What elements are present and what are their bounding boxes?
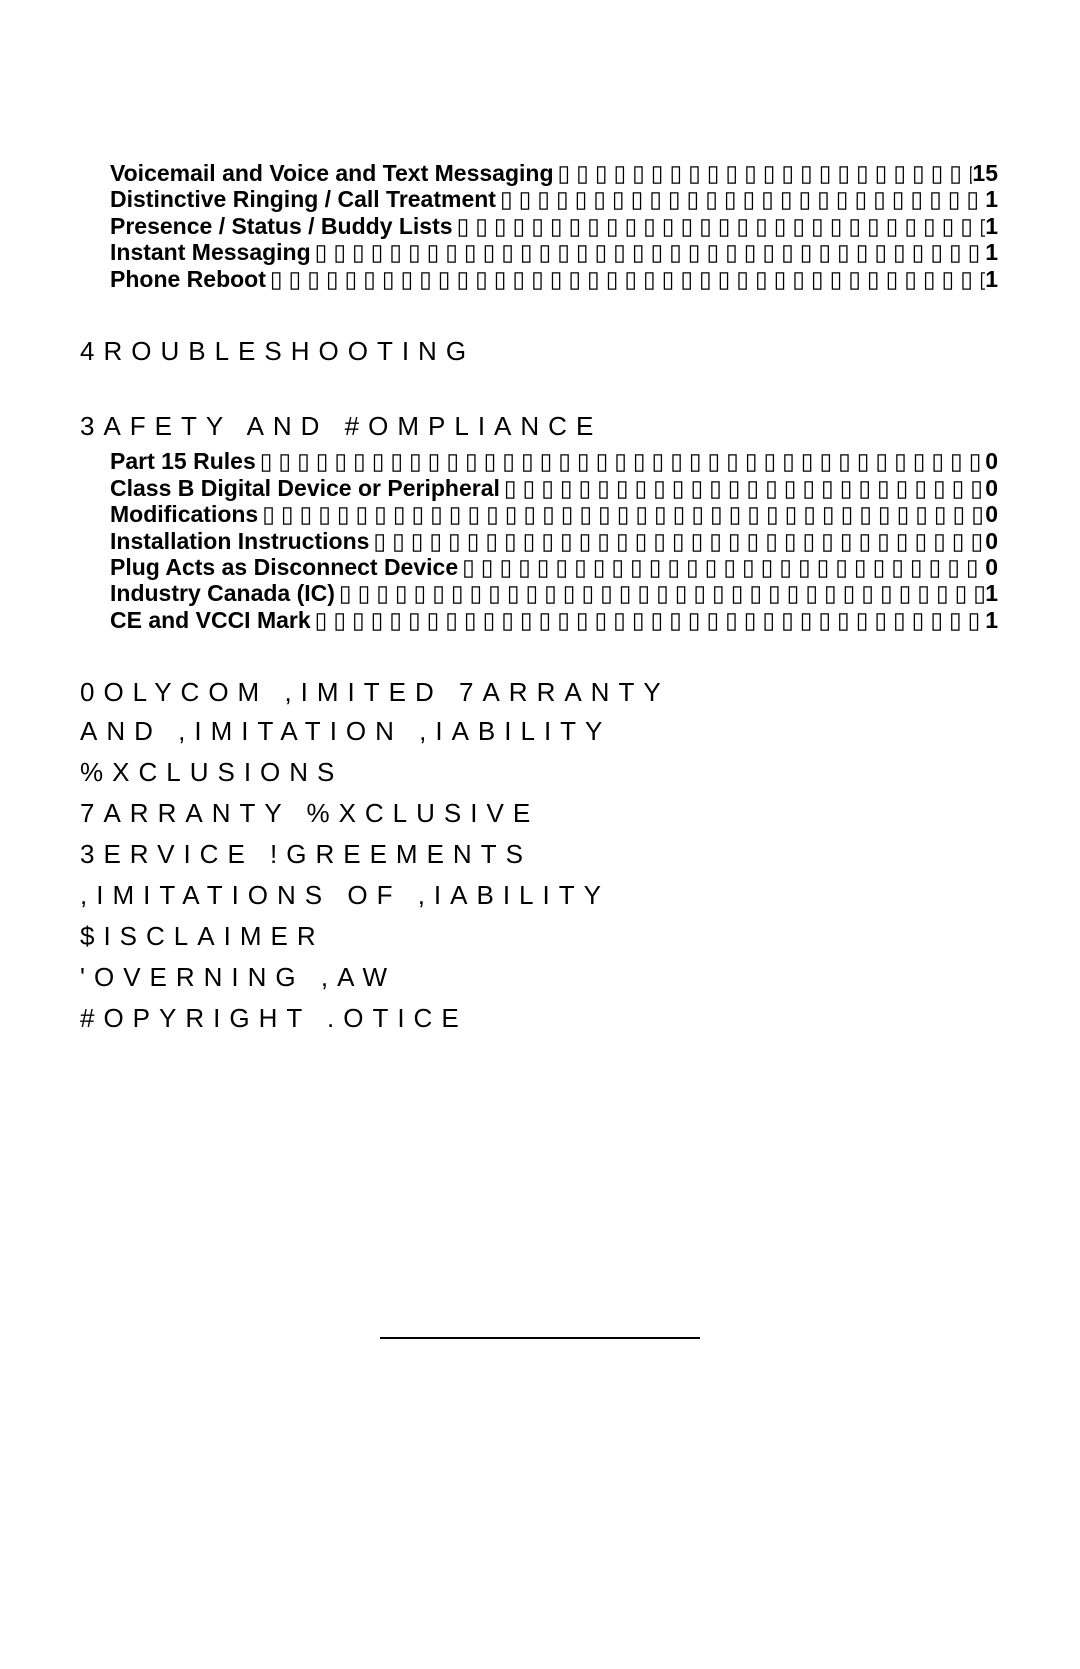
heading-troubleshooting: 4ROUBLESHOOTING xyxy=(80,336,1000,367)
toc-leader: ▯▯▯▯▯▯▯▯▯▯▯▯▯▯▯▯▯▯▯▯▯▯▯▯▯▯▯▯▯▯▯▯▯▯▯▯▯▯▯▯… xyxy=(496,186,985,212)
toc-title: Modiﬁcations xyxy=(110,501,258,527)
toc-page-number: 0 xyxy=(985,448,1000,474)
toc-title: Distinctive Ringing / Call Treatment xyxy=(110,186,496,212)
toc-leader: ▯▯▯▯▯▯▯▯▯▯▯▯▯▯▯▯▯▯▯▯▯▯▯▯▯▯▯▯▯▯▯▯▯▯▯▯▯▯▯▯… xyxy=(500,475,985,501)
toc-entry: Class B Digital Device or Peripheral ▯▯▯… xyxy=(110,475,1000,501)
toc-leader: ▯▯▯▯▯▯▯▯▯▯▯▯▯▯▯▯▯▯▯▯▯▯▯▯▯▯▯▯▯▯▯▯▯▯▯▯▯▯▯▯… xyxy=(311,607,986,633)
toc-leader: ▯▯▯▯▯▯▯▯▯▯▯▯▯▯▯▯▯▯▯▯▯▯▯▯▯▯▯▯▯▯▯▯▯▯▯▯▯▯▯▯… xyxy=(335,580,985,606)
toc-leader: ▯▯▯▯▯▯▯▯▯▯▯▯▯▯▯▯▯▯▯▯▯▯▯▯▯▯▯▯▯▯▯▯▯▯▯▯▯▯▯▯… xyxy=(554,160,973,186)
toc-leader: ▯▯▯▯▯▯▯▯▯▯▯▯▯▯▯▯▯▯▯▯▯▯▯▯▯▯▯▯▯▯▯▯▯▯▯▯▯▯▯▯… xyxy=(266,266,985,292)
toc-title: Instant Messaging xyxy=(110,239,311,265)
toc-title: Installation Instructions xyxy=(110,528,369,554)
toc-leader: ▯▯▯▯▯▯▯▯▯▯▯▯▯▯▯▯▯▯▯▯▯▯▯▯▯▯▯▯▯▯▯▯▯▯▯▯▯▯▯▯… xyxy=(458,554,985,580)
toc-entry: CE and VCCI Mark ▯▯▯▯▯▯▯▯▯▯▯▯▯▯▯▯▯▯▯▯▯▯▯… xyxy=(110,607,1000,633)
footer-divider xyxy=(380,1337,700,1339)
heading-exclusions: %XCLUSIONS xyxy=(80,757,1000,788)
toc-title: Phone Reboot xyxy=(110,266,266,292)
heading-disclaimer: $ISCLAIMER xyxy=(80,921,1000,952)
toc-entry: Part 15 Rules ▯▯▯▯▯▯▯▯▯▯▯▯▯▯▯▯▯▯▯▯▯▯▯▯▯▯… xyxy=(110,448,1000,474)
toc-page-number: 1 xyxy=(985,186,1000,212)
heading-warranty-exclusive: 7ARRANTY %XCLUSIVE xyxy=(80,798,1000,829)
heading-governing-law: 'OVERNING ,AW xyxy=(80,962,1000,993)
toc-leader: ▯▯▯▯▯▯▯▯▯▯▯▯▯▯▯▯▯▯▯▯▯▯▯▯▯▯▯▯▯▯▯▯▯▯▯▯▯▯▯▯… xyxy=(258,501,985,527)
toc-title: Presence / Status / Buddy Lists xyxy=(110,213,453,239)
heading-warranty-line2: AND ,IMITATION ,IABILITY xyxy=(80,716,1000,747)
toc-entry: Industry Canada (IC) ▯▯▯▯▯▯▯▯▯▯▯▯▯▯▯▯▯▯▯… xyxy=(110,580,1000,606)
toc-leader: ▯▯▯▯▯▯▯▯▯▯▯▯▯▯▯▯▯▯▯▯▯▯▯▯▯▯▯▯▯▯▯▯▯▯▯▯▯▯▯▯… xyxy=(369,528,985,554)
toc-leader: ▯▯▯▯▯▯▯▯▯▯▯▯▯▯▯▯▯▯▯▯▯▯▯▯▯▯▯▯▯▯▯▯▯▯▯▯▯▯▯▯… xyxy=(256,448,985,474)
toc-page-number: 15 xyxy=(972,160,1000,186)
heading-warranty-line1: 0OLYCOM ,IMITED 7ARRANTY xyxy=(80,677,1000,708)
toc-page-number: 1 xyxy=(985,607,1000,633)
toc-page-number: 0 xyxy=(985,501,1000,527)
heading-safety-compliance: 3AFETY AND #OMPLIANCE xyxy=(80,411,1000,442)
document-page: Voicemail and Voice and Text Messaging ▯… xyxy=(0,0,1080,1669)
toc-entry: Distinctive Ringing / Call Treatment ▯▯▯… xyxy=(110,186,1000,212)
toc-page-number: 0 xyxy=(985,475,1000,501)
toc-title: Part 15 Rules xyxy=(110,448,256,474)
toc-leader: ▯▯▯▯▯▯▯▯▯▯▯▯▯▯▯▯▯▯▯▯▯▯▯▯▯▯▯▯▯▯▯▯▯▯▯▯▯▯▯▯… xyxy=(453,213,986,239)
toc-entry: Plug Acts as Disconnect Device ▯▯▯▯▯▯▯▯▯… xyxy=(110,554,1000,580)
toc-title: Class B Digital Device or Peripheral xyxy=(110,475,500,501)
toc-title: Plug Acts as Disconnect Device xyxy=(110,554,458,580)
heading-service-agreements: 3ERVICE !GREEMENTS xyxy=(80,839,1000,870)
toc-entry: Instant Messaging ▯▯▯▯▯▯▯▯▯▯▯▯▯▯▯▯▯▯▯▯▯▯… xyxy=(110,239,1000,265)
toc-entry: Voicemail and Voice and Text Messaging ▯… xyxy=(110,160,1000,186)
heading-limitations-liability: ,IMITATIONS OF ,IABILITY xyxy=(80,880,1000,911)
toc-page-number: 0 xyxy=(985,554,1000,580)
toc-page-number: 1 xyxy=(985,580,1000,606)
toc-entry: Modiﬁcations ▯▯▯▯▯▯▯▯▯▯▯▯▯▯▯▯▯▯▯▯▯▯▯▯▯▯▯… xyxy=(110,501,1000,527)
toc-page-number: 1 xyxy=(985,213,1000,239)
toc-entry: Phone Reboot ▯▯▯▯▯▯▯▯▯▯▯▯▯▯▯▯▯▯▯▯▯▯▯▯▯▯▯… xyxy=(110,266,1000,292)
toc-title: CE and VCCI Mark xyxy=(110,607,311,633)
toc-leader: ▯▯▯▯▯▯▯▯▯▯▯▯▯▯▯▯▯▯▯▯▯▯▯▯▯▯▯▯▯▯▯▯▯▯▯▯▯▯▯▯… xyxy=(311,239,986,265)
toc-page-number: 1 xyxy=(985,266,1000,292)
toc-entry: Presence / Status / Buddy Lists ▯▯▯▯▯▯▯▯… xyxy=(110,213,1000,239)
toc-page-number: 0 xyxy=(985,528,1000,554)
heading-copyright-notice: #OPYRIGHT .OTICE xyxy=(80,1003,1000,1034)
toc-title: Industry Canada (IC) xyxy=(110,580,335,606)
toc-title: Voicemail and Voice and Text Messaging xyxy=(110,160,554,186)
toc-page-number: 1 xyxy=(985,239,1000,265)
toc-entry: Installation Instructions ▯▯▯▯▯▯▯▯▯▯▯▯▯▯… xyxy=(110,528,1000,554)
